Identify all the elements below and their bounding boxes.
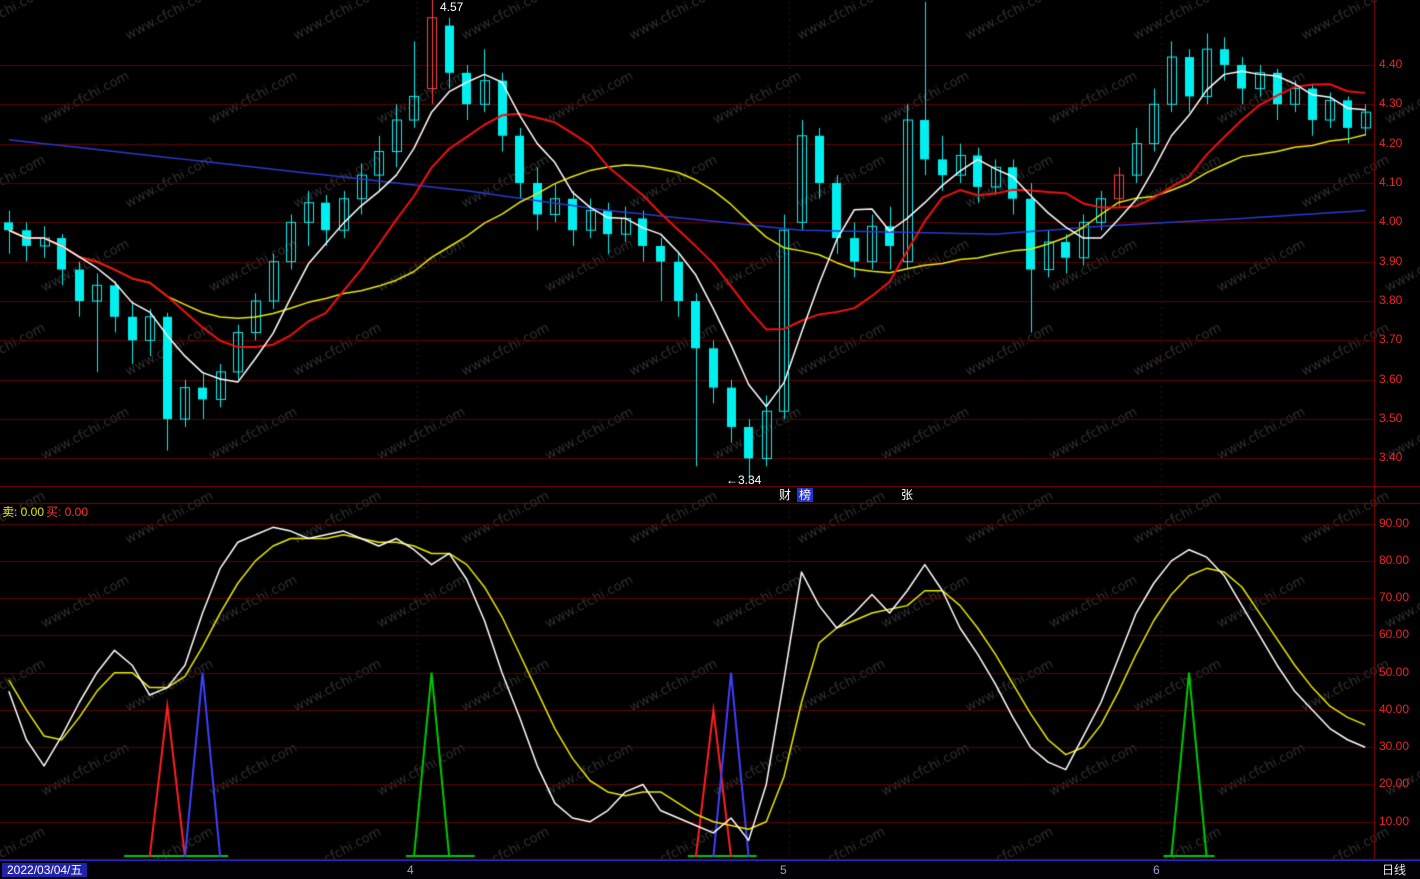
status-bar: 2022/03/04/五 4 5 6 日线 bbox=[0, 860, 1420, 879]
period-selector[interactable]: 日线 bbox=[1381, 863, 1406, 877]
price-axis-label: 4.20 bbox=[1379, 136, 1403, 150]
price-axis-label: 70.00 bbox=[1379, 590, 1410, 604]
month-tick-may: 5 bbox=[780, 863, 787, 877]
price-axis-label: 3.80 bbox=[1379, 293, 1403, 307]
divider-label-cai: 财 bbox=[779, 488, 792, 502]
indicator-sell-value: 卖: 0.00 bbox=[2, 505, 45, 519]
price-axis-label: 4.10 bbox=[1379, 175, 1403, 189]
price-axis-label: 20.00 bbox=[1379, 776, 1410, 790]
divider-label-bang: 榜 bbox=[797, 488, 814, 502]
price-axis-label: 60.00 bbox=[1379, 627, 1410, 641]
price-axis-label: 80.00 bbox=[1379, 553, 1410, 567]
low-price-annotation: ←3.34 bbox=[726, 473, 762, 487]
price-axis-label: 3.70 bbox=[1379, 332, 1403, 346]
high-price-annotation: 4.57 bbox=[440, 0, 464, 14]
date-label: 2022/03/04/五 bbox=[2, 863, 88, 877]
month-tick-april: 4 bbox=[407, 863, 414, 877]
price-axis-label: 90.00 bbox=[1379, 516, 1410, 530]
price-axis-label: 50.00 bbox=[1379, 665, 1410, 679]
price-axis-label: 3.50 bbox=[1379, 411, 1403, 425]
price-axis-label: 30.00 bbox=[1379, 739, 1410, 753]
price-axis-label: 4.00 bbox=[1379, 214, 1403, 228]
price-axis-label: 4.30 bbox=[1379, 96, 1403, 110]
price-axis-label: 4.40 bbox=[1379, 57, 1403, 71]
price-axis-label: 10.00 bbox=[1379, 814, 1410, 828]
price-axis-label: 3.90 bbox=[1379, 254, 1403, 268]
indicator-buy-value: 买: 0.00 bbox=[46, 505, 89, 519]
month-tick-june: 6 bbox=[1153, 863, 1160, 877]
price-axis-label: 3.40 bbox=[1379, 450, 1403, 464]
price-axis-label: 40.00 bbox=[1379, 702, 1410, 716]
divider-label-zhang: 张 bbox=[901, 488, 914, 502]
price-axis-label: 3.60 bbox=[1379, 372, 1403, 386]
